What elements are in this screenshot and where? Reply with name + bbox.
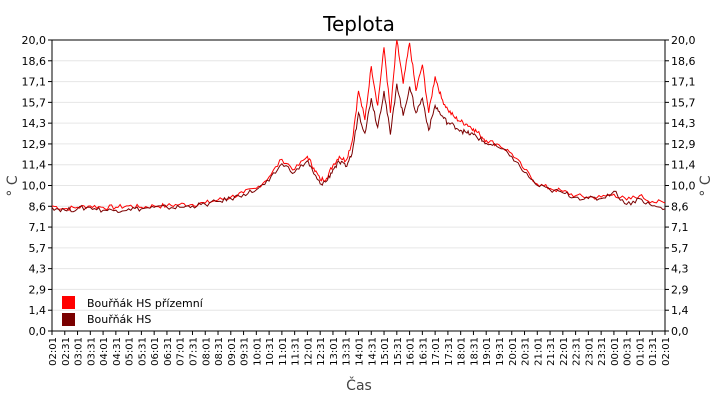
y-tick-label-right: 4,3 bbox=[671, 263, 689, 276]
x-tick-label: 15:01 bbox=[380, 337, 391, 366]
y-tick-label-right: 10,0 bbox=[671, 180, 696, 193]
y-axis-right: 0,0 1,4 2,9 4,3 5,7 7,1 8,6 10,0 11,4 12,9 14,3 15,… bbox=[665, 34, 696, 338]
y-tick-label-left: 1,4 bbox=[29, 304, 47, 317]
x-tick-label: 02:31 bbox=[61, 337, 72, 366]
y-tick-label-left: 0,0 bbox=[29, 325, 47, 338]
x-tick-label: 13:31 bbox=[342, 337, 353, 366]
x-tick-label: 12:31 bbox=[316, 337, 327, 366]
x-tick-label: 18:31 bbox=[469, 337, 480, 366]
x-tick-label: 11:01 bbox=[278, 337, 289, 366]
y-tick-label-right: 17,1 bbox=[671, 76, 696, 89]
legend-swatch-prizemni bbox=[62, 296, 75, 309]
x-tick-label: 11:31 bbox=[291, 337, 302, 366]
x-axis: 02:01 02:31 03:01 03:31 04:01 04:31 05:01 05:31… bbox=[48, 331, 672, 366]
chart-title: Teplota bbox=[322, 12, 395, 36]
x-tick-label: 09:01 bbox=[227, 337, 238, 366]
x-tick-label: 22:01 bbox=[559, 337, 570, 366]
y-tick-label-left: 17,1 bbox=[22, 76, 47, 89]
y-tick-label-right: 15,7 bbox=[671, 96, 696, 109]
y-tick-label-left: 10,0 bbox=[22, 180, 47, 193]
legend-label-hs: Bouřňák HS bbox=[87, 313, 151, 326]
x-tick-label: 20:01 bbox=[508, 337, 519, 366]
y-tick-label-left: 20,0 bbox=[22, 34, 47, 47]
x-tick-label: 06:31 bbox=[163, 337, 174, 366]
x-tick-label: 21:01 bbox=[533, 337, 544, 366]
y-tick-label-left: 14,3 bbox=[22, 117, 47, 130]
x-tick-label: 04:01 bbox=[99, 337, 110, 366]
x-tick-label: 13:01 bbox=[329, 337, 340, 366]
y-axis-label-left: ° C bbox=[5, 175, 21, 196]
y-tick-label-right: 1,4 bbox=[671, 304, 689, 317]
x-tick-label: 14:01 bbox=[355, 337, 366, 366]
legend-label-prizemni: Bouřňák HS přízemní bbox=[87, 297, 204, 310]
legend: Bouřňák HS přízemní Bouřňák HS bbox=[62, 296, 204, 326]
y-tick-label-left: 11,4 bbox=[22, 159, 47, 172]
y-tick-label-left: 12,9 bbox=[22, 138, 47, 151]
y-tick-label-right: 18,6 bbox=[671, 55, 696, 68]
y-tick-label-right: 14,3 bbox=[671, 117, 696, 130]
x-tick-label: 16:31 bbox=[418, 337, 429, 366]
y-axis-left: 0,0 1,4 2,9 4,3 5,7 7,1 8,6 10,0 11,4 12,9 14,3 15,… bbox=[22, 34, 52, 338]
x-tick-label: 07:01 bbox=[176, 337, 187, 366]
series-lines bbox=[51, 39, 666, 214]
x-tick-label: 10:31 bbox=[265, 337, 276, 366]
x-tick-label: 06:01 bbox=[150, 337, 161, 366]
series-line-1 bbox=[51, 83, 666, 214]
x-tick-label: 01:31 bbox=[648, 337, 659, 366]
x-tick-label: 08:01 bbox=[201, 337, 212, 366]
x-tick-label: 02:01 bbox=[48, 337, 59, 366]
y-tick-label-left: 8,6 bbox=[29, 200, 47, 213]
x-tick-label: 15:31 bbox=[393, 337, 404, 366]
legend-swatch-hs bbox=[62, 313, 75, 326]
x-tick-label: 10:01 bbox=[252, 337, 263, 366]
y-tick-label-right: 11,4 bbox=[671, 159, 696, 172]
x-tick-label: 16:01 bbox=[406, 337, 417, 366]
x-tick-label: 18:01 bbox=[457, 337, 468, 366]
x-tick-label: 05:01 bbox=[125, 337, 136, 366]
x-tick-label: 07:31 bbox=[188, 337, 199, 366]
x-tick-label: 19:01 bbox=[482, 337, 493, 366]
x-tick-label: 03:01 bbox=[74, 337, 85, 366]
x-tick-label: 17:01 bbox=[431, 337, 442, 366]
x-tick-label: 00:31 bbox=[623, 337, 634, 366]
y-tick-label-right: 20,0 bbox=[671, 34, 696, 47]
x-axis-label: Čas bbox=[346, 376, 372, 394]
y-tick-label-left: 15,7 bbox=[22, 96, 47, 109]
y-tick-label-right: 12,9 bbox=[671, 138, 696, 151]
x-tick-label: 22:31 bbox=[572, 337, 583, 366]
y-tick-label-right: 2,9 bbox=[671, 283, 689, 296]
y-tick-label-left: 4,3 bbox=[29, 263, 47, 276]
x-tick-label: 04:31 bbox=[112, 337, 123, 366]
x-tick-label: 21:31 bbox=[546, 337, 557, 366]
series-line-0 bbox=[51, 39, 666, 212]
x-tick-label: 03:31 bbox=[86, 337, 97, 366]
x-tick-label: 14:31 bbox=[367, 337, 378, 366]
x-tick-label: 19:31 bbox=[495, 337, 506, 366]
x-tick-label: 05:31 bbox=[137, 337, 148, 366]
x-tick-label: 01:01 bbox=[635, 337, 646, 366]
x-tick-label: 08:31 bbox=[214, 337, 225, 366]
y-tick-label-right: 0,0 bbox=[671, 325, 689, 338]
x-tick-label: 23:01 bbox=[584, 337, 595, 366]
y-tick-label-right: 5,7 bbox=[671, 242, 689, 255]
y-tick-label-right: 7,1 bbox=[671, 221, 689, 234]
y-tick-label-right: 8,6 bbox=[671, 200, 689, 213]
y-tick-label-left: 7,1 bbox=[29, 221, 47, 234]
x-tick-label: 12:01 bbox=[303, 337, 314, 366]
y-tick-label-left: 5,7 bbox=[29, 242, 47, 255]
y-axis-label-right: ° C bbox=[698, 175, 714, 196]
grid-lines bbox=[52, 60, 665, 311]
x-tick-label: 09:31 bbox=[240, 337, 251, 366]
x-tick-label: 20:31 bbox=[521, 337, 532, 366]
x-tick-label: 00:01 bbox=[610, 337, 621, 366]
y-tick-label-left: 2,9 bbox=[29, 283, 47, 296]
x-tick-label: 02:01 bbox=[661, 337, 672, 366]
y-tick-label-left: 18,6 bbox=[22, 55, 47, 68]
x-tick-label: 23:31 bbox=[597, 337, 608, 366]
x-tick-label: 17:31 bbox=[444, 337, 455, 366]
